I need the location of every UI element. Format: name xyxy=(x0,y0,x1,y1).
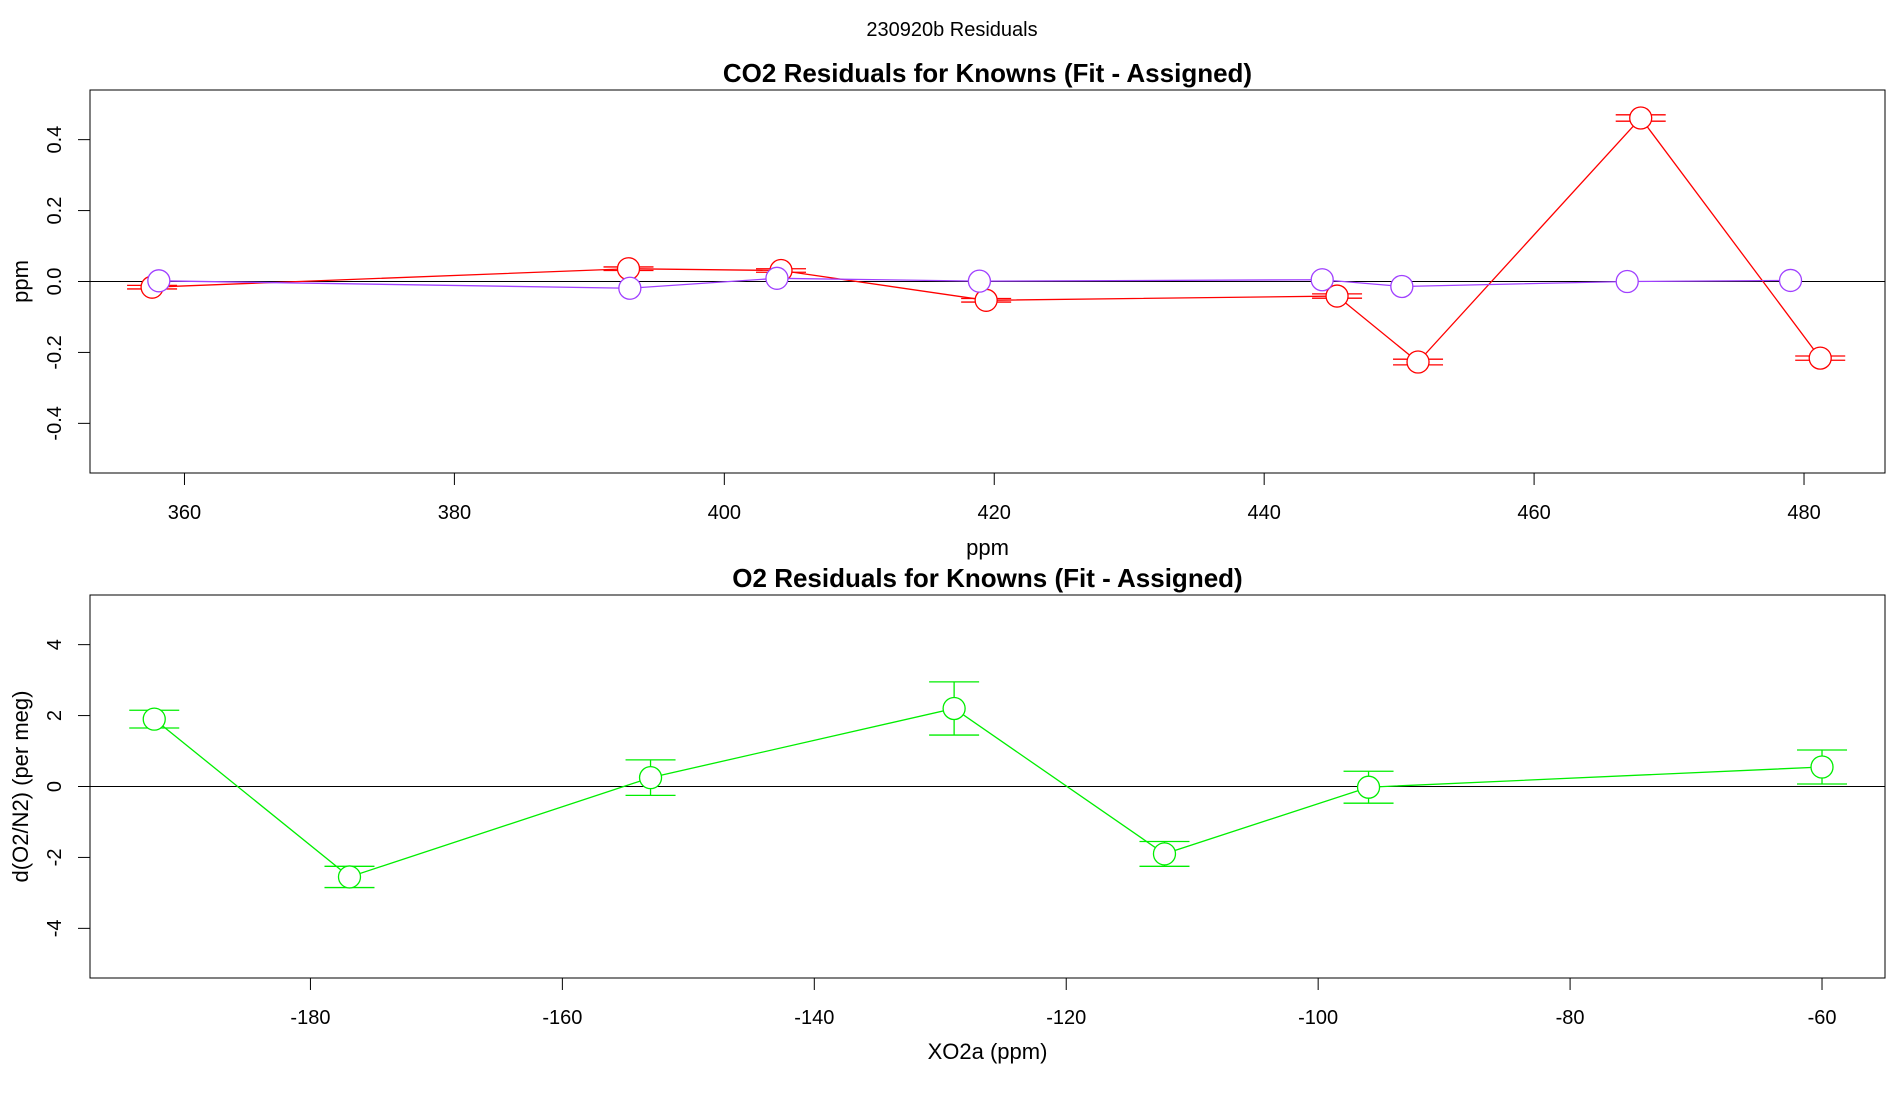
series-line xyxy=(158,277,1791,289)
data-series xyxy=(129,681,1848,889)
data-point xyxy=(1810,755,1834,779)
data-point xyxy=(942,696,966,721)
x-axis-label: ppm xyxy=(966,535,1009,560)
data-point xyxy=(1615,269,1639,294)
data-point xyxy=(616,257,641,281)
data-point xyxy=(765,266,789,290)
x-tick-label: 460 xyxy=(1517,502,1550,524)
x-tick-label: 420 xyxy=(978,502,1011,524)
x-axis-label: XO2a (ppm) xyxy=(928,1039,1048,1064)
y-tick-label: 0.4 xyxy=(44,126,66,154)
y-tick-label: -0.2 xyxy=(44,335,66,369)
x-tick-label: -120 xyxy=(1046,1007,1086,1029)
data-point xyxy=(1390,274,1414,299)
data-series xyxy=(127,106,1846,374)
data-point xyxy=(142,707,166,731)
x-tick-label: -60 xyxy=(1808,1007,1837,1029)
y-tick-label: 0.0 xyxy=(44,268,66,296)
x-tick-label: -100 xyxy=(1298,1007,1338,1029)
x-tick-label: 380 xyxy=(438,502,471,524)
data-point xyxy=(147,269,171,293)
data-point xyxy=(1325,284,1349,308)
y-tick-label: -2 xyxy=(44,849,66,867)
x-tick-label: -80 xyxy=(1556,1007,1585,1029)
x-tick-label: -160 xyxy=(542,1007,582,1029)
data-point xyxy=(1310,268,1334,292)
x-tick-label: -180 xyxy=(290,1007,330,1029)
x-tick-label: -140 xyxy=(794,1007,834,1029)
y-tick-label: 4 xyxy=(44,639,66,650)
data-series xyxy=(147,266,1803,300)
y-tick-label: 0.2 xyxy=(44,197,66,225)
data-point xyxy=(1629,106,1653,130)
x-tick-label: 480 xyxy=(1787,502,1820,524)
x-tick-label: 440 xyxy=(1247,502,1280,524)
data-point xyxy=(1356,775,1381,799)
data-point xyxy=(638,765,663,790)
co2-residuals-panel: CO2 Residuals for Knowns (Fit - Assigned… xyxy=(8,58,1886,560)
series-line xyxy=(152,116,1821,363)
x-tick-label: 400 xyxy=(708,502,741,524)
y-axis-label: ppm xyxy=(8,260,33,303)
data-point xyxy=(337,865,362,889)
data-point xyxy=(1778,268,1803,293)
data-point xyxy=(967,269,992,293)
x-tick-label: 360 xyxy=(168,502,201,524)
o2-residuals-panel: O2 Residuals for Knowns (Fit - Assigned)… xyxy=(8,563,1886,1064)
data-point xyxy=(618,276,642,300)
y-axis-label: d(O2/N2) (per meg) xyxy=(8,691,33,883)
y-tick-label: 0 xyxy=(44,781,66,792)
data-point xyxy=(1406,350,1430,374)
page-title: 230920b Residuals xyxy=(866,19,1037,41)
y-tick-label: -0.4 xyxy=(44,406,66,440)
series-line xyxy=(153,707,1823,878)
chart-title: O2 Residuals for Knowns (Fit - Assigned) xyxy=(732,563,1242,593)
y-tick-label: 2 xyxy=(44,710,66,721)
chart-title: CO2 Residuals for Knowns (Fit - Assigned… xyxy=(723,58,1252,88)
data-point xyxy=(1808,346,1832,370)
data-point xyxy=(1152,842,1177,866)
y-tick-label: -4 xyxy=(44,919,66,937)
